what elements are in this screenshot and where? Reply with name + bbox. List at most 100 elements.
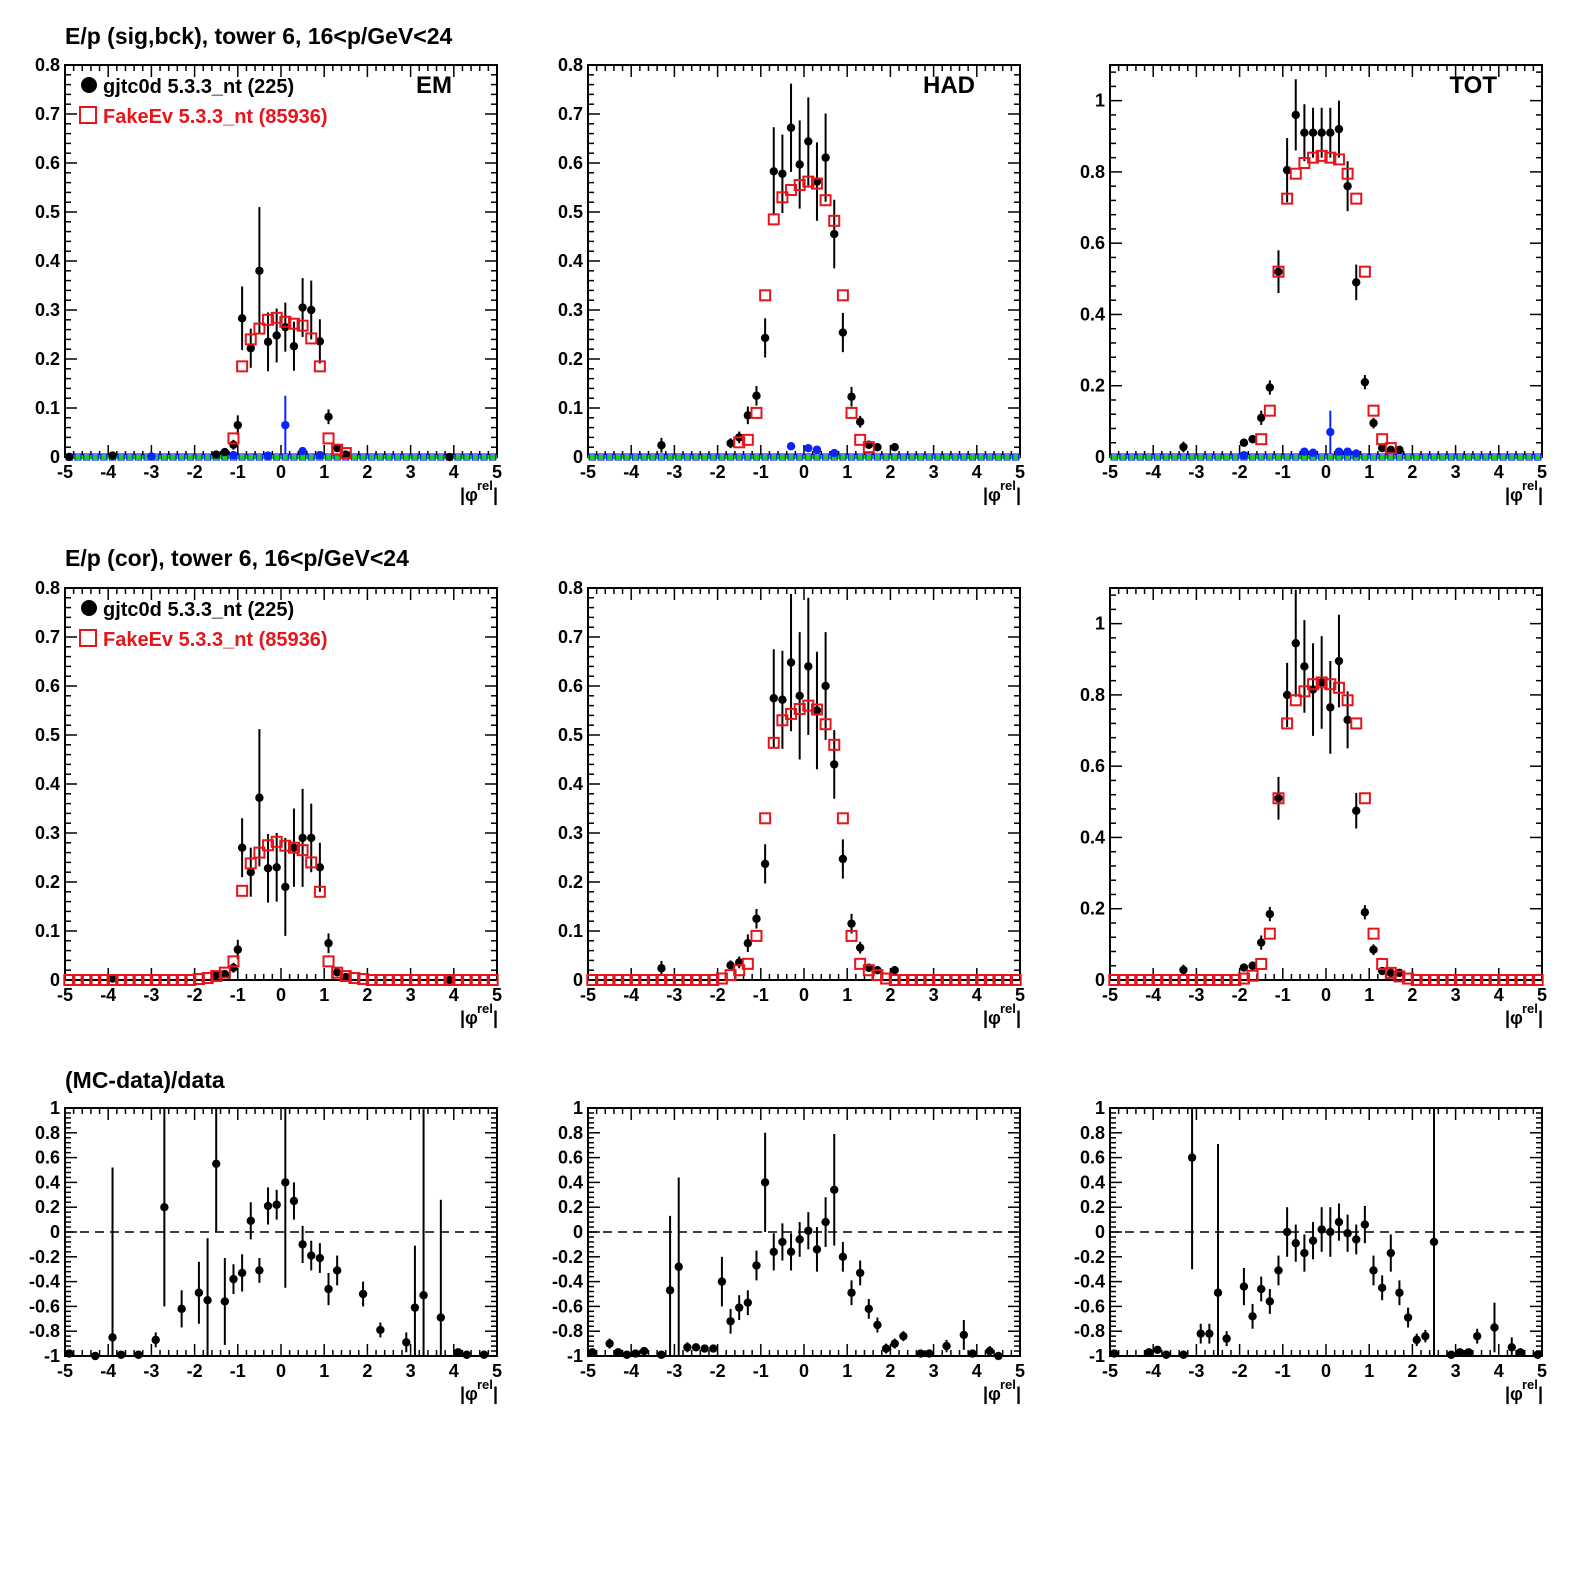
x-tick-label: 1 [319, 1361, 329, 1381]
background-point [1352, 449, 1361, 458]
background-mc-marker [1473, 453, 1481, 461]
y-tick-label: 0.3 [558, 823, 583, 843]
y-tick-label: 0.8 [558, 578, 583, 598]
mc-point [880, 972, 893, 985]
x-tick-label: 3 [1451, 1361, 1461, 1381]
row-title-sig-bck: E/p (sig,bck), tower 6, 16<p/GeV<24 [65, 23, 453, 49]
y-tick-label: 0.4 [35, 1172, 60, 1192]
background-mc-marker [640, 453, 648, 461]
mc-point [733, 436, 746, 449]
mc-point [1410, 974, 1423, 986]
data-point [614, 1348, 623, 1357]
data-point [255, 793, 264, 802]
data-point [639, 1346, 649, 1356]
background-mc-marker [100, 453, 108, 461]
background-point [1334, 447, 1344, 456]
data-point [752, 391, 761, 400]
data-point [307, 833, 316, 843]
mc-point [443, 974, 456, 986]
background-mc-marker [1197, 453, 1205, 461]
mc-point [698, 974, 711, 986]
y-tick-label: 0 [1095, 970, 1105, 990]
x-axis-label: |φ [1505, 485, 1523, 505]
mc-point [149, 974, 162, 986]
background-mc-marker [376, 453, 384, 461]
background-mc-marker [1292, 453, 1300, 461]
data-point [177, 1304, 186, 1314]
background-point [229, 450, 238, 460]
mc-point [888, 974, 901, 986]
data-point [134, 1350, 143, 1359]
background-mc-marker [1127, 453, 1136, 461]
y-tick-label: 0.8 [1080, 162, 1105, 182]
panel-r2-c2: -5 -4 -3 -2 -1 0 1 2 3 4 5 -1 -0.8 -0.6 -0.4 -0.2 0 0.2 0.… [1074, 1098, 1547, 1404]
background-mc-marker [1430, 453, 1438, 461]
mc-point [629, 974, 642, 986]
y-tick-label: 0.2 [1080, 899, 1105, 919]
data-point [1490, 1323, 1499, 1332]
mc-point [175, 974, 188, 986]
y-tick-label: -0.2 [1074, 1247, 1105, 1267]
data-point [1161, 1350, 1171, 1359]
data-point [1282, 1227, 1292, 1237]
x-axis-label: |φ [983, 1384, 1001, 1404]
background-mc-marker [726, 453, 735, 461]
x-tick-label: 0 [276, 985, 286, 1005]
mc-point [1272, 265, 1285, 278]
mc-point [741, 433, 754, 446]
data-point [462, 1350, 471, 1359]
mc-point [1497, 974, 1510, 986]
mc-point [244, 333, 257, 346]
data-point [942, 1341, 951, 1351]
background-mc-marker [968, 453, 977, 461]
y-tick-label: 0 [1095, 447, 1105, 467]
mc-point [192, 973, 205, 986]
data-point [1377, 1283, 1387, 1293]
background-mc-marker [247, 453, 255, 461]
data-point [1403, 1313, 1413, 1322]
x-axis-label-end: | [1016, 485, 1021, 505]
mc-point [664, 974, 677, 986]
data-point [743, 939, 753, 948]
data-point [1179, 442, 1188, 452]
x-tick-label: -1 [753, 1361, 769, 1381]
mc-point [897, 974, 910, 986]
data-point [588, 1348, 597, 1357]
background-point [1343, 447, 1352, 456]
background-mc-marker [1439, 453, 1447, 461]
mc-point [1384, 442, 1397, 455]
legend-marker-data [81, 77, 97, 93]
background-mc-marker [778, 453, 787, 461]
x-tick-label: 1 [842, 462, 852, 482]
mc-point [767, 736, 780, 749]
background-mc-marker [1274, 453, 1283, 461]
background-mc-marker [134, 453, 143, 461]
background-mc-marker [368, 453, 376, 461]
mc-point [1479, 974, 1492, 986]
data-point [1360, 377, 1370, 387]
data-point [220, 969, 230, 979]
mc-point [983, 974, 996, 986]
mc-point [434, 974, 447, 986]
background-mc-marker [255, 453, 263, 461]
data-point [445, 452, 454, 462]
mc-point [167, 974, 179, 986]
mc-point [1341, 167, 1354, 180]
mc-point [923, 974, 936, 986]
mc-point [733, 964, 746, 977]
mc-point [914, 974, 927, 986]
background-mc-marker [1153, 453, 1162, 461]
data-point [890, 1339, 899, 1348]
data-point [324, 1284, 333, 1294]
x-tick-label: -5 [580, 462, 596, 482]
mc-point [1116, 974, 1129, 986]
mc-point [1001, 974, 1014, 986]
data-point [873, 1320, 882, 1330]
panel-r2-c0: -5 -4 -3 -2 -1 0 1 2 3 4 5 -1 -0.8 -0.6 -0.4 -0.2 0 0.2 0.… [29, 1098, 502, 1404]
data-point [289, 342, 299, 351]
data-point [812, 706, 822, 715]
background-mc-marker [804, 453, 812, 461]
data-point [1326, 703, 1335, 712]
x-tick-label: 5 [492, 1361, 502, 1381]
mc-point [357, 973, 370, 986]
